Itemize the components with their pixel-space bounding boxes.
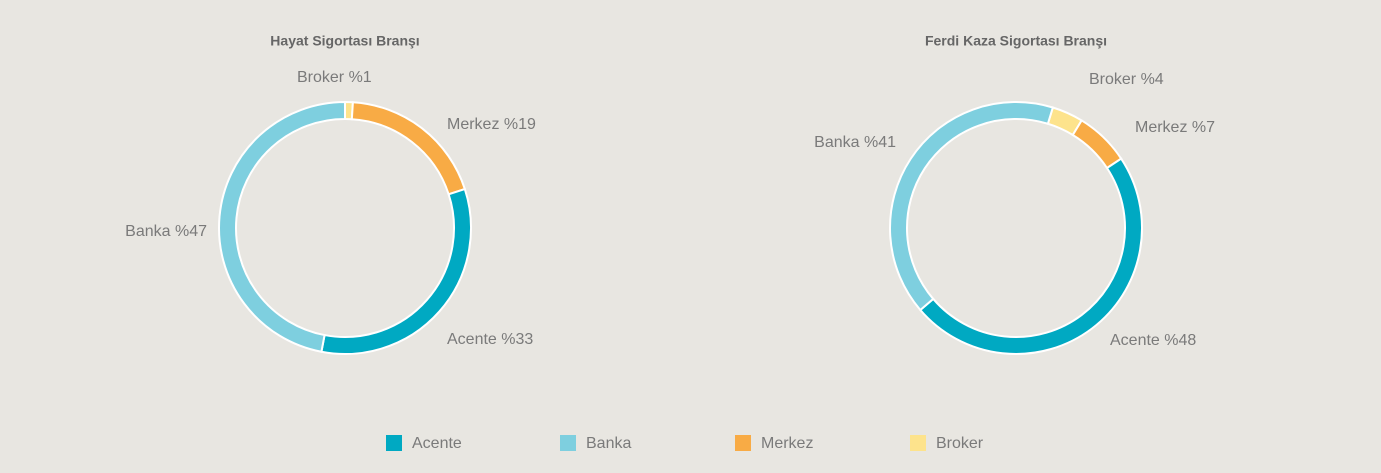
slice-label: Banka %41 (814, 134, 896, 151)
donut-slice (320, 187, 472, 355)
legend-label: Banka (586, 435, 631, 452)
donut-slice (889, 101, 1055, 312)
legend-swatch (560, 435, 576, 451)
legend-swatch (735, 435, 751, 451)
slice-label: Acente %33 (447, 331, 533, 348)
slice-label: Broker %1 (297, 69, 372, 86)
chart-title: Hayat Sigortası Branşı (270, 33, 419, 49)
legend-swatch (910, 435, 926, 451)
slice-label: Acente %48 (1110, 332, 1196, 349)
slice-label: Broker %4 (1089, 71, 1164, 88)
slice-label: Merkez %19 (447, 116, 536, 133)
donut-slice (918, 157, 1143, 355)
donut-slice (1071, 119, 1123, 170)
slice-label: Merkez %7 (1135, 119, 1215, 136)
legend-swatch (386, 435, 402, 451)
chart-title: Ferdi Kaza Sigortası Branşı (925, 33, 1107, 49)
donut-slice (218, 100, 346, 353)
legend-label: Broker (936, 435, 984, 452)
legend-label: Acente (412, 435, 462, 452)
slice-label: Banka %47 (125, 223, 207, 240)
legend-label: Merkez (761, 435, 813, 452)
